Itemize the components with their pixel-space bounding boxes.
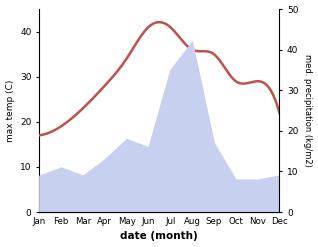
X-axis label: date (month): date (month) [121, 231, 198, 242]
Y-axis label: max temp (C): max temp (C) [5, 79, 15, 142]
Y-axis label: med. precipitation (kg/m2): med. precipitation (kg/m2) [303, 54, 313, 167]
